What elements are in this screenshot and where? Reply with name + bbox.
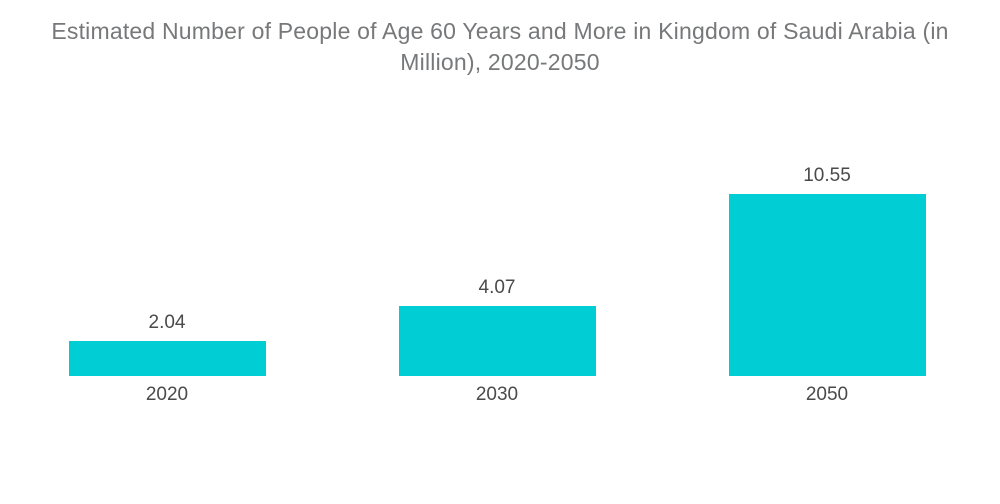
bar-column: 10.55	[662, 0, 992, 376]
x-axis-ticks: 2020 2030 2050	[2, 384, 992, 406]
x-tick-label: 2030	[475, 384, 519, 405]
x-tick-label: 2050	[805, 384, 849, 405]
bar-value-label: 10.55	[803, 165, 851, 186]
bar	[68, 341, 266, 376]
bar-column: 2.04	[2, 0, 332, 376]
bar	[398, 306, 596, 376]
x-tick-label: 2020	[145, 384, 189, 405]
bar-value-label: 2.04	[148, 312, 186, 333]
bar-column: 4.07	[332, 0, 662, 376]
bar-chart-plot-area: 2.04 4.07 10.55	[2, 0, 992, 376]
bar-value-label: 4.07	[478, 277, 516, 298]
chart-title: Estimated Number of People of Age 60 Yea…	[51, 18, 949, 75]
bar	[728, 194, 926, 376]
